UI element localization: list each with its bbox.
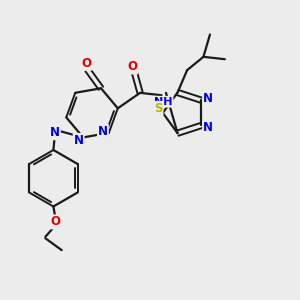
Text: N: N (50, 126, 60, 139)
Text: N: N (203, 92, 213, 105)
Text: NH: NH (154, 97, 172, 107)
Text: N: N (98, 125, 108, 138)
Text: S: S (154, 102, 163, 115)
Text: O: O (81, 57, 91, 70)
Text: O: O (128, 61, 137, 74)
Text: N: N (74, 134, 84, 147)
Text: N: N (203, 121, 213, 134)
Text: O: O (51, 215, 61, 228)
